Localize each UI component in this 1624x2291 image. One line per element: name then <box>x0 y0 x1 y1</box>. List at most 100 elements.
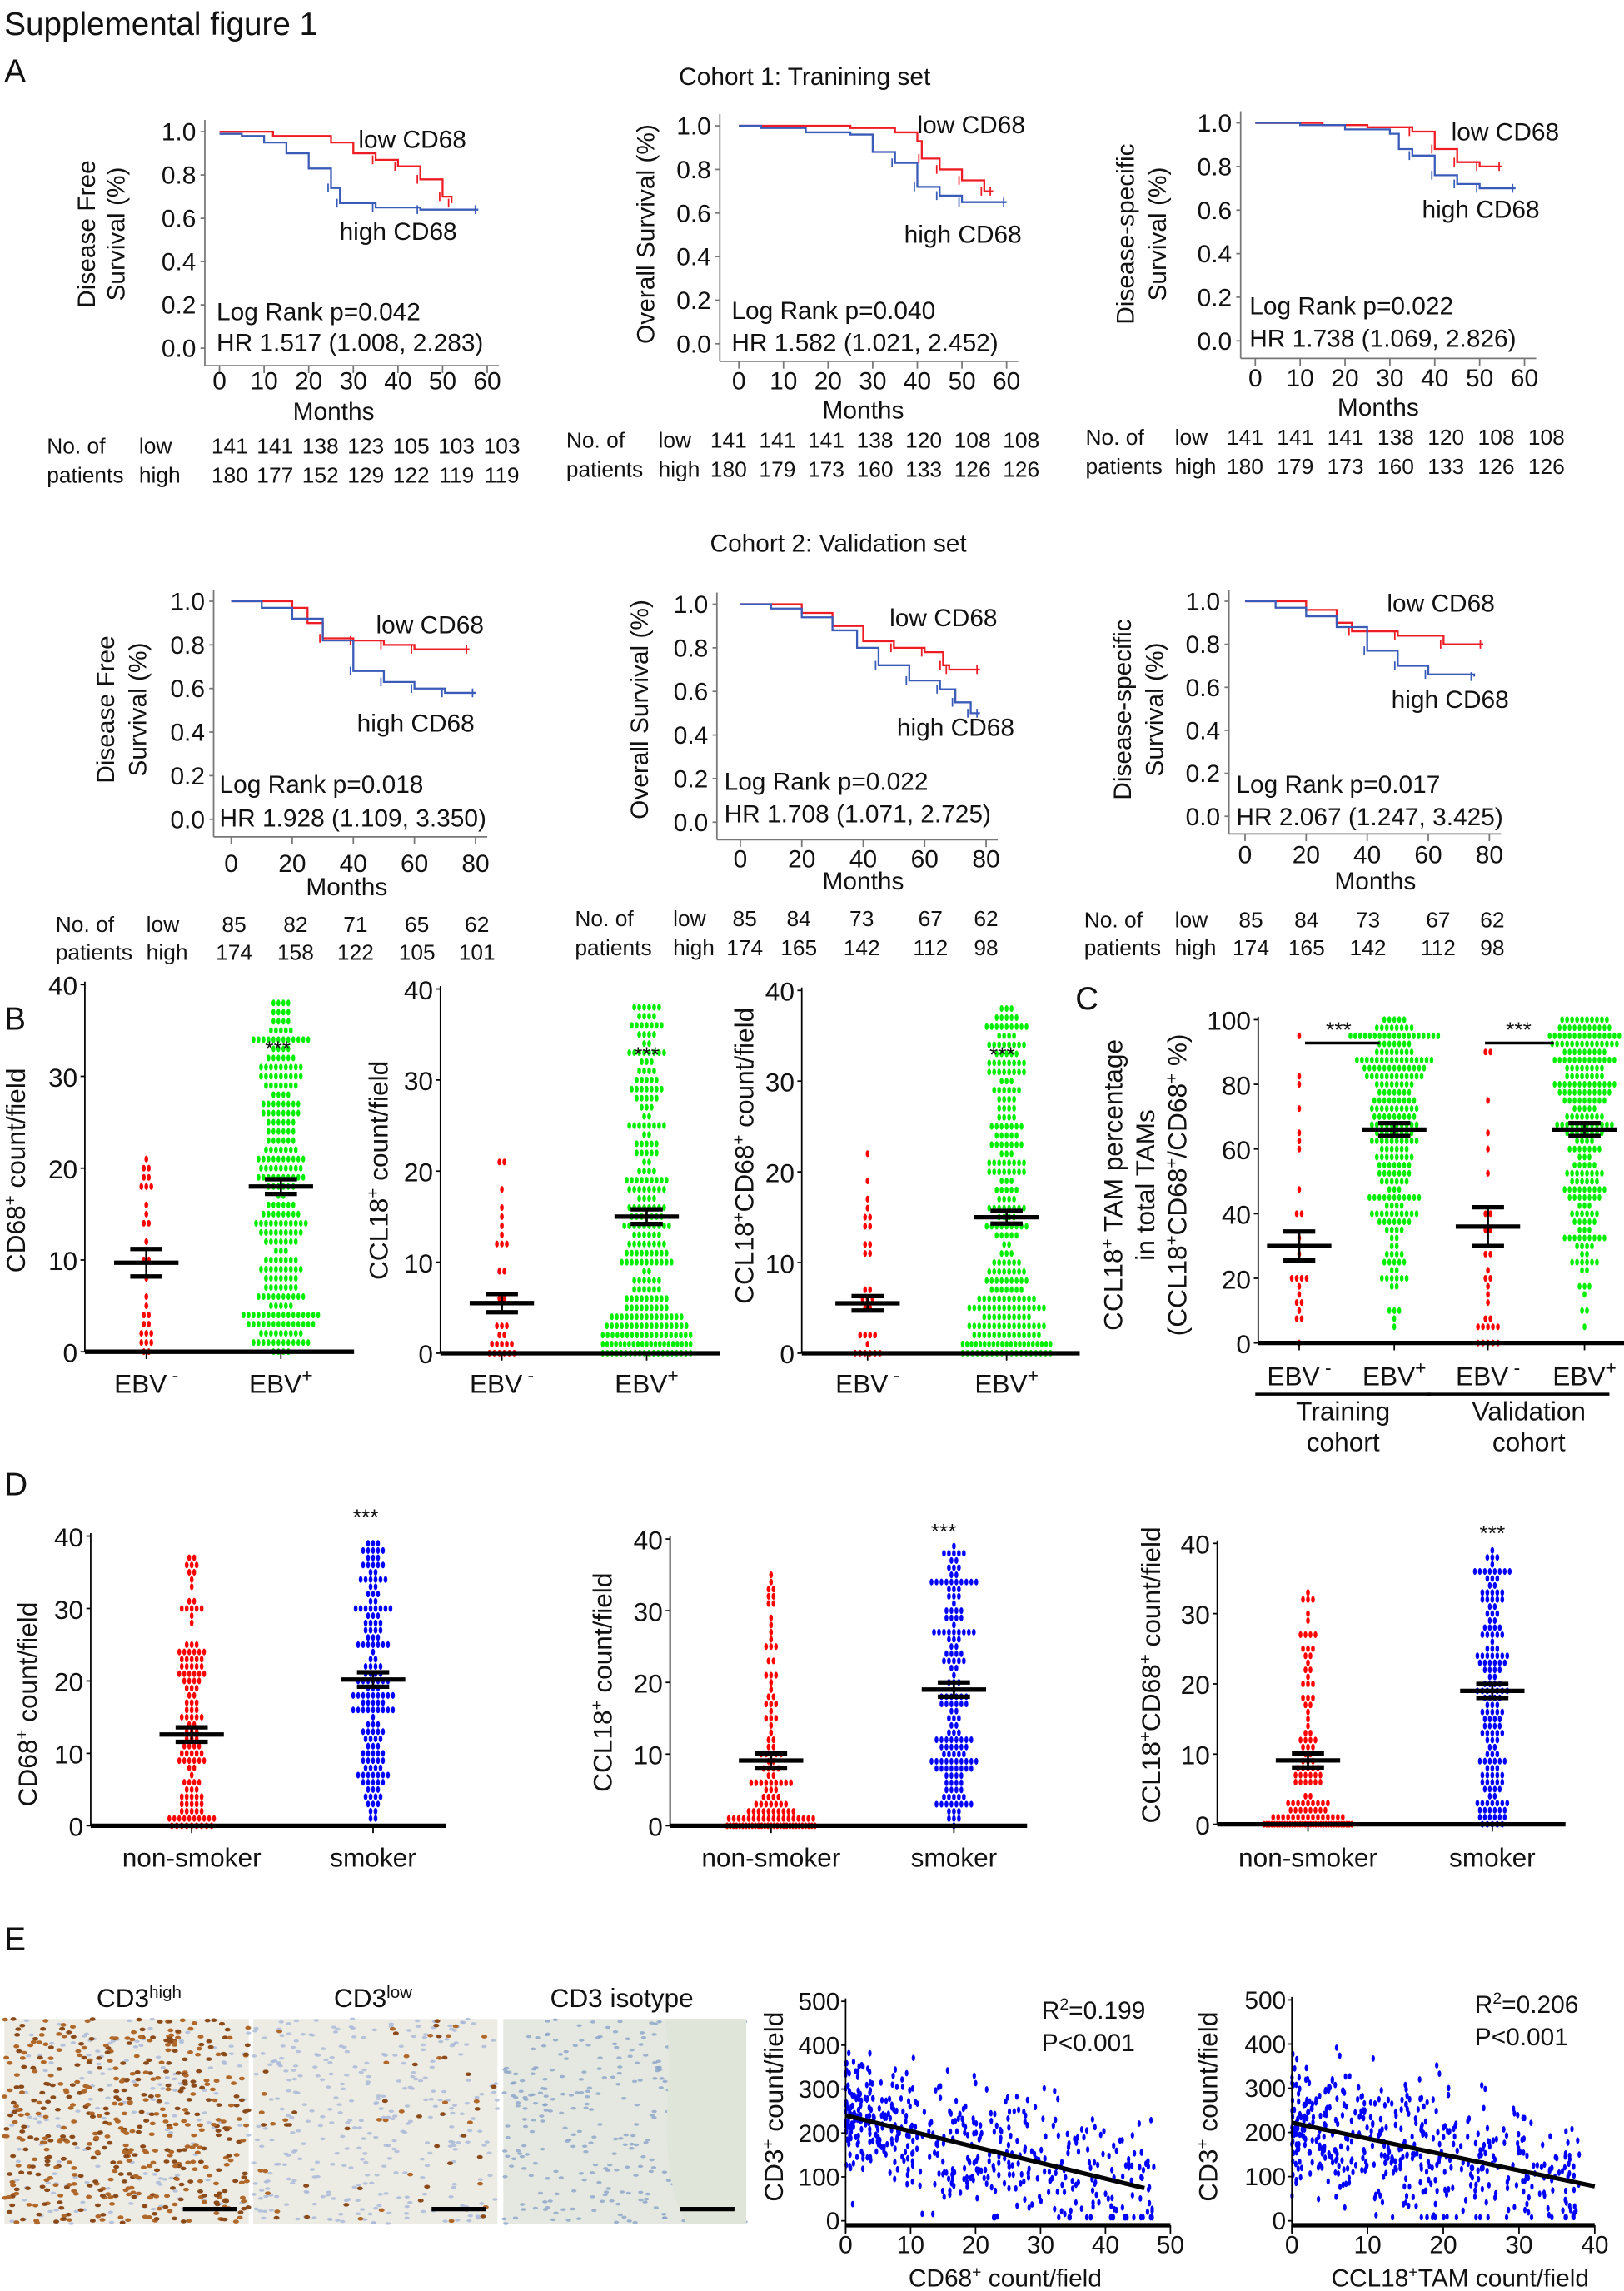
stained-cell <box>2 2017 8 2022</box>
stained-cell <box>16 2049 22 2054</box>
stained-cell <box>147 2094 154 2099</box>
data-point <box>904 2118 908 2125</box>
data-point <box>376 1561 381 1569</box>
data-point <box>1379 1178 1384 1185</box>
data-point <box>1007 1313 1011 1321</box>
data-point <box>647 1049 651 1057</box>
nucleus <box>411 2035 416 2039</box>
data-point <box>1002 1268 1006 1275</box>
stained-cell <box>382 2118 389 2123</box>
data-point <box>1399 1024 1404 1032</box>
data-point <box>1612 1032 1617 1039</box>
at-risk-count: 138 <box>857 428 894 453</box>
data-point <box>964 1800 969 1808</box>
data-point <box>764 1779 769 1786</box>
data-point <box>652 1031 656 1038</box>
series-label-low: low CD68 <box>1387 590 1494 617</box>
data-point <box>974 1757 979 1765</box>
data-point <box>505 1240 509 1248</box>
nucleus <box>150 2207 157 2211</box>
data-point <box>271 1018 276 1025</box>
data-point <box>669 1332 674 1339</box>
data-point <box>1617 1032 1622 1039</box>
data-point <box>959 1650 964 1657</box>
data-point <box>376 1540 381 1547</box>
nucleus <box>68 2222 74 2225</box>
data-point <box>1565 1016 1569 1023</box>
data-point <box>284 1265 288 1273</box>
data-point <box>500 1322 504 1330</box>
data-point <box>659 1332 664 1339</box>
data-point <box>1585 1210 1589 1218</box>
nucleus <box>83 2032 90 2036</box>
nucleus <box>345 2121 351 2124</box>
nucleus <box>542 2077 548 2081</box>
nucleus <box>228 2052 235 2055</box>
data-point <box>1490 1575 1495 1582</box>
at-risk-count: 165 <box>780 935 817 960</box>
data-point <box>874 2131 878 2139</box>
stained-cell <box>441 2055 448 2060</box>
data-point <box>964 1743 969 1751</box>
data-point <box>650 1304 654 1312</box>
data-point <box>1485 1631 1490 1638</box>
stained-cell <box>96 2056 102 2060</box>
x-tick-label: 50 <box>429 367 456 395</box>
data-point <box>1592 1048 1597 1056</box>
nucleus <box>645 2192 651 2196</box>
nucleus <box>251 2193 257 2196</box>
data-point <box>957 1815 961 1822</box>
data-point <box>993 2110 997 2118</box>
stained-cell <box>104 2134 111 2139</box>
data-point <box>192 1815 197 1822</box>
km-plot-2 <box>715 114 1019 369</box>
data-point <box>975 2194 979 2202</box>
data-point <box>189 1605 194 1612</box>
data-point <box>1311 1645 1315 1652</box>
data-point <box>262 1100 266 1108</box>
data-point <box>610 1332 615 1339</box>
data-point <box>1480 1800 1485 1807</box>
data-point <box>1490 1645 1495 1652</box>
nucleus <box>450 2111 456 2115</box>
data-point <box>934 1578 939 1586</box>
data-point <box>1301 1800 1305 1807</box>
data-point <box>1306 1708 1310 1716</box>
data-point <box>605 1340 610 1348</box>
data-point <box>279 1238 283 1245</box>
nucleus <box>529 2129 536 2134</box>
data-point <box>281 1155 286 1163</box>
data-point <box>850 2091 854 2099</box>
data-point <box>1577 1193 1582 1201</box>
data-point <box>1572 1186 1577 1193</box>
nucleus <box>642 2200 648 2204</box>
data-point <box>1483 1210 1487 1218</box>
nucleus <box>570 2133 576 2137</box>
data-point <box>1485 1729 1490 1737</box>
stained-cell <box>74 2063 81 2067</box>
stained-cell <box>24 2186 31 2190</box>
data-point <box>999 1186 1004 1193</box>
data-point <box>1404 1081 1409 1088</box>
data-point <box>625 1332 630 1339</box>
data-point <box>902 2157 906 2164</box>
data-point <box>1017 1313 1021 1321</box>
data-point <box>947 1808 951 1815</box>
stained-cell <box>19 2024 26 2028</box>
data-point <box>1562 1048 1567 1056</box>
km-curve-low <box>739 124 994 192</box>
data-point <box>1042 1304 1046 1312</box>
data-point <box>868 2079 873 2086</box>
data-point <box>1587 1145 1592 1153</box>
data-point <box>997 1032 1001 1039</box>
data-point <box>1399 1153 1404 1161</box>
stained-cell <box>132 2153 138 2157</box>
nucleus <box>449 2107 455 2110</box>
data-point <box>1585 1073 1589 1080</box>
data-point <box>139 1330 144 1337</box>
category-superscript: - <box>167 1364 178 1386</box>
data-point <box>863 1332 868 1339</box>
data-point <box>954 1743 959 1751</box>
data-point <box>1487 1666 1492 1674</box>
data-point <box>1387 1162 1392 1169</box>
